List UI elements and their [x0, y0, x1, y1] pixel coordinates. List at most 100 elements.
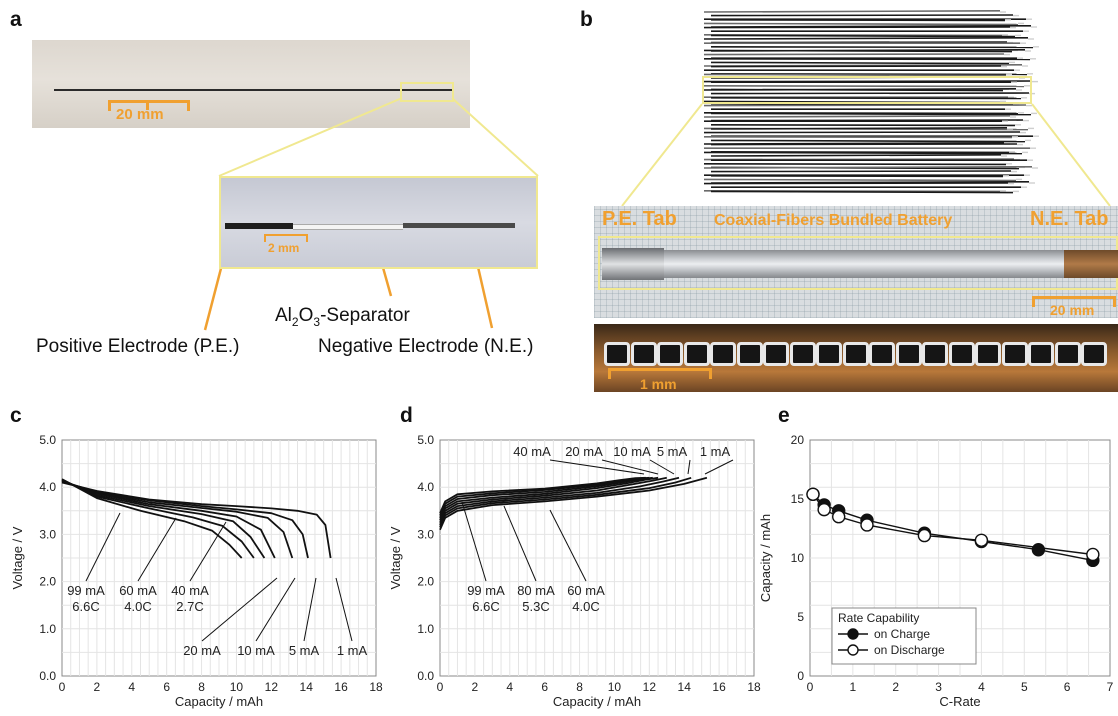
x-tick-label: 14 — [678, 680, 692, 694]
zoom-box-small — [400, 82, 454, 102]
fiber-strand — [703, 163, 1007, 166]
panel-label-c: c — [10, 404, 22, 427]
separator-label: Al2O3-Separator — [275, 305, 410, 329]
series-annotation: 10 mA — [613, 444, 651, 459]
x-axis-title: Capacity / mAh — [553, 694, 641, 709]
fiber-strand — [703, 58, 1031, 61]
fiber-strand — [710, 154, 1002, 157]
x-tick-label: 0 — [807, 680, 814, 694]
series-annotation: 1 mA — [700, 444, 731, 459]
cross-section-cell — [789, 342, 816, 366]
data-point — [860, 518, 874, 532]
fiber-strand — [710, 46, 1034, 49]
legend-entry: on Discharge — [874, 643, 945, 657]
cross-section-cell — [1054, 342, 1081, 366]
x-tick-label: 4 — [506, 680, 513, 694]
bundle-title: Coaxial-Fibers Bundled Battery — [714, 212, 953, 229]
fiber-strand — [710, 175, 1004, 178]
fiber-strand — [710, 170, 1012, 173]
annotation-leader — [201, 577, 278, 642]
fiber-strand — [710, 112, 1032, 116]
legend-entry: on Charge — [874, 627, 930, 641]
series-line — [61, 479, 266, 559]
scale-label-strip: 20 mm — [1050, 302, 1095, 318]
fiber-strand — [703, 182, 1009, 185]
photo-fiber-zoom: 2 mm — [219, 176, 538, 269]
cross-section-cell — [975, 342, 1001, 366]
y-tick-label: 0.0 — [417, 669, 434, 683]
x-tick-label: 3 — [935, 680, 942, 694]
x-axis-title: Capacity / mAh — [175, 694, 263, 709]
negative-electrode-segment — [403, 223, 515, 228]
scale-bar-strip — [1032, 296, 1116, 307]
cross-section-cell — [948, 342, 975, 366]
y-tick-label: 4.0 — [39, 480, 56, 494]
cross-section-cell — [1028, 342, 1054, 366]
fiber-strand — [703, 178, 1017, 182]
x-tick-label: 8 — [198, 680, 205, 694]
x-tick-label: 0 — [437, 680, 444, 694]
x-tick-label: 0 — [59, 680, 66, 694]
annotation-leader — [85, 512, 121, 582]
series-annotation: 5 mA — [289, 643, 320, 658]
series-annotation: 60 mA — [567, 583, 605, 598]
cross-section-cell — [736, 342, 763, 366]
y-tick-label: 3.0 — [417, 527, 434, 541]
ne-tab-label: N.E. Tab — [1030, 208, 1109, 230]
annotation-leader — [549, 459, 645, 475]
series-line — [439, 476, 680, 526]
fiber-strand — [710, 127, 1008, 130]
y-tick-label: 1.0 — [39, 622, 56, 636]
photo-bundle-strip: P.E. Tab Coaxial-Fibers Bundled Battery … — [594, 206, 1118, 318]
panel-label-d: d — [400, 404, 413, 427]
data-point — [817, 502, 831, 517]
chart-discharge: 0 2 4 6 8 10 12 14 16 18 0.0 1.0 2.0 3.0 4.0 5.0 Capacit… — [10, 433, 383, 709]
x-tick-label: 2 — [892, 680, 899, 694]
x-tick-label: 6 — [163, 680, 170, 694]
cross-section-cell — [630, 342, 657, 366]
chart-charge: 0 2 4 6 8 10 12 14 16 18 0.0 1.0 2.0 3.0 4.0 5.0 Capacit… — [388, 433, 761, 709]
x-tick-label: 6 — [1064, 680, 1071, 694]
annotation-leader — [503, 505, 537, 582]
x-tick-label: 2 — [94, 680, 101, 694]
data-point — [974, 533, 989, 548]
bundle-strip — [602, 250, 1088, 278]
x-tick-label: 8 — [576, 680, 583, 694]
fiber-strand — [710, 14, 1014, 17]
fiber-strand — [703, 53, 1005, 56]
y-tick-label: 2.0 — [417, 575, 434, 589]
series-annotation: 5.3C — [522, 599, 549, 614]
fiber-strand — [703, 131, 1021, 134]
separator-segment — [293, 224, 403, 230]
x-tick-label: 4 — [978, 680, 985, 694]
data-point — [806, 487, 820, 501]
fiber-strand — [710, 139, 1026, 143]
fiber-line — [54, 89, 454, 91]
series-line — [439, 476, 708, 531]
series-line — [61, 480, 294, 559]
cross-section-cell — [683, 342, 710, 366]
fiber-strand — [710, 92, 1030, 95]
scale-label-zoom: 2 mm — [268, 241, 300, 255]
series-line — [439, 476, 667, 523]
data-point — [917, 528, 932, 543]
cross-section-cell — [842, 342, 869, 366]
fiber-strand — [710, 34, 1016, 38]
y-tick-label: 4.0 — [417, 480, 434, 494]
cross-section-cell — [869, 342, 895, 366]
scale-label-cross: 1 mm — [640, 376, 677, 392]
y-axis-title: Capacity / mAh — [760, 514, 773, 602]
series-annotation: 99 mA — [467, 583, 505, 598]
pe-tab-end — [602, 248, 664, 280]
annotation-leader — [303, 577, 317, 642]
series-annotation: 4.0C — [572, 599, 599, 614]
series-annotation: 20 mA — [565, 444, 603, 459]
x-tick-label: 16 — [712, 680, 726, 694]
chart-rate-capability: 0 1 2 3 4 5 6 7 0 5 10 15 20 C-Rate Capacity / mAh Rate… — [760, 433, 1114, 709]
annotation-leader — [461, 501, 487, 582]
annotation-leader — [649, 459, 675, 475]
annotation-leader — [255, 577, 296, 642]
cross-section-cell — [816, 342, 842, 366]
fiber-strand — [703, 104, 1027, 107]
